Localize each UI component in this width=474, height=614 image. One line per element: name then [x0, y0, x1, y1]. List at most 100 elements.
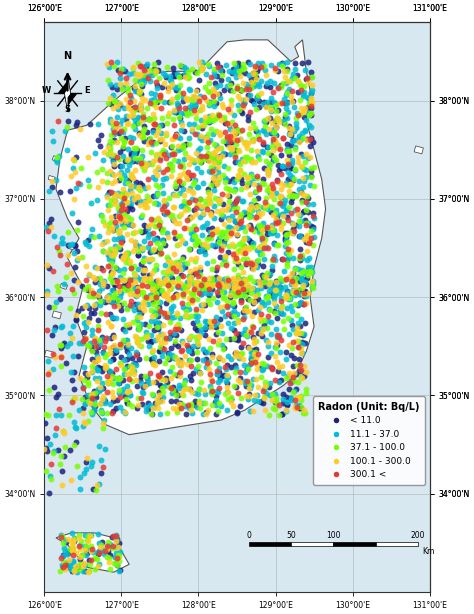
Point: [164, 118, 171, 128]
Point: [247, 224, 255, 234]
Point: [234, 84, 242, 93]
Point: [183, 95, 191, 104]
Point: [179, 338, 187, 348]
Point: [252, 61, 259, 71]
Point: [107, 247, 114, 257]
Point: [288, 278, 296, 287]
Point: [113, 85, 120, 95]
Point: [265, 304, 273, 314]
Point: [139, 126, 146, 136]
Point: [104, 75, 112, 85]
Point: [210, 101, 218, 111]
Point: [297, 348, 305, 358]
Point: [106, 550, 114, 560]
Point: [301, 103, 309, 112]
Point: [140, 165, 147, 175]
Point: [94, 384, 101, 394]
Point: [214, 179, 221, 188]
Point: [241, 68, 249, 78]
Point: [169, 385, 177, 395]
Point: [82, 261, 90, 271]
Point: [159, 205, 167, 215]
Point: [156, 395, 164, 405]
Point: [206, 111, 213, 121]
Point: [51, 231, 58, 241]
Point: [276, 376, 283, 386]
Point: [185, 73, 192, 83]
Point: [229, 126, 237, 136]
Point: [85, 181, 92, 190]
Point: [119, 64, 127, 74]
Point: [57, 553, 65, 563]
Point: [112, 348, 120, 357]
Point: [208, 152, 215, 162]
Point: [291, 205, 298, 215]
Point: [120, 190, 128, 200]
Point: [174, 281, 182, 291]
Point: [301, 64, 309, 74]
Point: [147, 95, 155, 105]
Point: [98, 408, 106, 418]
Point: [172, 290, 179, 300]
Point: [250, 81, 257, 91]
Point: [108, 387, 116, 397]
Point: [69, 397, 76, 407]
Point: [208, 277, 216, 287]
Point: [283, 258, 291, 268]
Point: [255, 255, 262, 265]
Point: [132, 347, 140, 357]
Point: [121, 408, 128, 418]
Point: [246, 177, 254, 187]
Point: [199, 135, 206, 145]
Point: [237, 85, 245, 95]
Point: [285, 287, 293, 297]
Point: [107, 333, 114, 343]
Point: [182, 238, 189, 248]
Point: [49, 448, 56, 457]
Point: [174, 231, 182, 241]
Point: [299, 253, 306, 263]
Point: [228, 228, 235, 238]
Point: [298, 150, 305, 160]
Point: [265, 382, 273, 392]
Point: [259, 99, 267, 109]
Point: [149, 138, 156, 147]
Point: [114, 295, 121, 305]
Point: [115, 211, 122, 221]
Point: [215, 406, 222, 416]
Point: [274, 160, 282, 169]
Point: [213, 58, 220, 68]
Point: [271, 286, 278, 295]
Point: [264, 222, 271, 232]
Point: [100, 276, 108, 286]
Point: [276, 178, 284, 188]
Point: [247, 288, 255, 298]
Point: [215, 352, 223, 362]
Point: [79, 408, 87, 418]
Point: [147, 137, 155, 147]
Point: [262, 405, 269, 414]
Point: [181, 72, 189, 82]
Point: [114, 203, 122, 213]
Point: [228, 300, 236, 310]
Point: [234, 334, 241, 344]
Point: [202, 133, 210, 143]
Point: [108, 116, 115, 126]
Point: [44, 226, 52, 236]
Point: [137, 179, 144, 188]
Point: [282, 112, 289, 122]
Point: [257, 316, 265, 325]
Point: [201, 316, 209, 325]
Point: [122, 190, 130, 200]
Point: [304, 270, 311, 280]
Point: [273, 219, 280, 228]
Point: [270, 289, 277, 298]
Point: [200, 277, 207, 287]
Point: [254, 305, 262, 315]
Point: [177, 125, 184, 135]
Point: [75, 217, 82, 227]
Point: [264, 168, 271, 177]
Point: [94, 315, 102, 325]
Point: [175, 218, 182, 228]
Point: [247, 201, 255, 211]
